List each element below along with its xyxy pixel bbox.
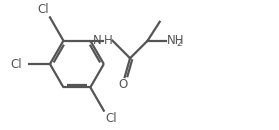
Text: 2: 2 [177, 39, 182, 48]
Text: N: N [93, 34, 102, 47]
Text: Cl: Cl [10, 57, 22, 70]
Text: H: H [104, 34, 112, 47]
Text: Cl: Cl [37, 3, 49, 16]
Text: O: O [119, 78, 128, 91]
Text: Cl: Cl [105, 112, 117, 125]
Text: NH: NH [167, 34, 185, 47]
